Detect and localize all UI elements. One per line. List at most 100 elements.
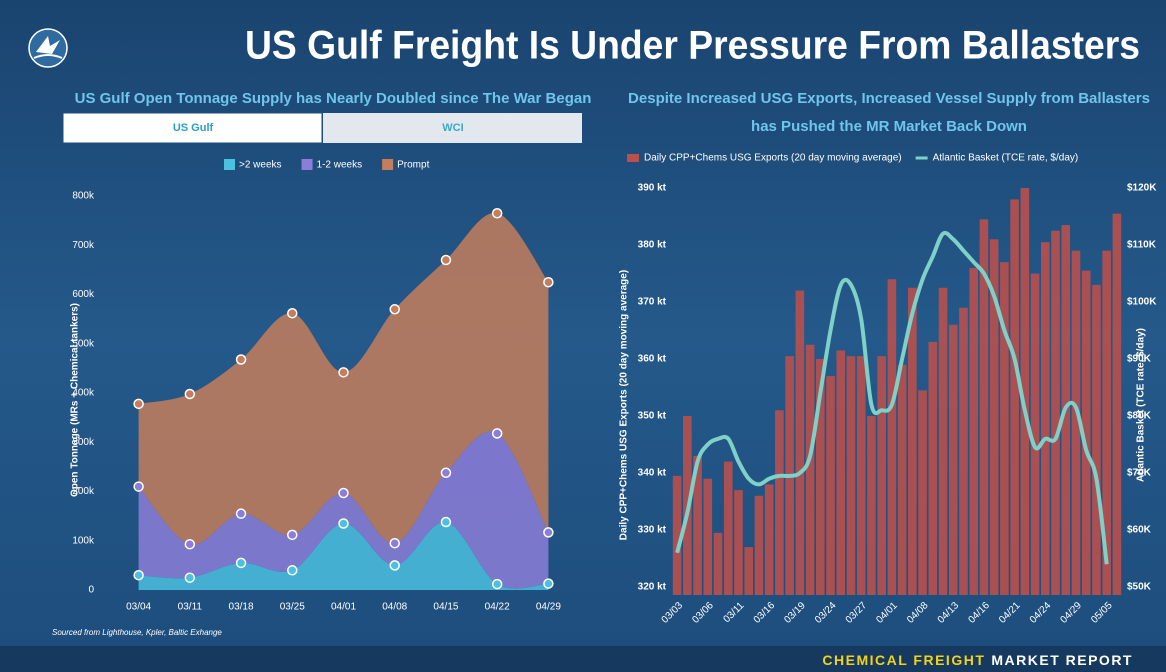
point [338,518,349,529]
bar [703,478,713,595]
legend-label: 1-2 weeks [317,160,363,171]
x-tick-label: 03/25 [280,602,305,613]
point [235,508,247,519]
point [543,578,554,589]
legend-label: Atlantic Basket (TCE rate, $/day) [933,153,1079,164]
bar [764,484,774,595]
y-tick-label: 360 kt [638,354,667,365]
x-tick-label: 03/18 [229,602,254,613]
bar [734,490,743,595]
bar [1010,199,1019,596]
legend-swatch [382,159,394,170]
x-tick-label: 03/11 [178,602,203,613]
point [543,527,554,538]
y-tick-label: 370 kt [638,297,667,308]
point [184,538,196,550]
chart-subtitle: US Gulf Open Tonnage Supply has Nearly D… [75,90,592,107]
bar [805,344,815,595]
bar [754,495,764,595]
point [133,481,144,492]
x-tick-label: 04/22 [485,602,510,613]
bar [969,267,978,595]
bar [775,410,784,595]
point [184,388,196,400]
legend-swatch [301,159,313,170]
point [133,398,144,410]
bar [1102,250,1111,595]
y-axis-title: Open Tonnage (MRs + Chemical tankers) [70,303,81,497]
point [235,354,247,365]
y-tick-label: 500k [72,338,95,349]
bar [723,461,733,595]
page-title: US Gulf Freight Is Under Pressure From B… [245,24,1140,68]
point [389,560,400,571]
point [491,428,503,439]
bar [846,356,856,595]
y-tick-label: 400k [72,388,95,399]
x-tick-label: 04/29 [536,602,561,613]
y-tick-label: 200k [72,486,95,497]
x-tick-label: 03/04 [126,602,151,613]
point [235,557,247,569]
chart-subtitle: Despite Increased USG Exports, Increased… [628,90,1150,135]
area [138,521,549,590]
y-tick-label: 380 kt [638,240,667,251]
y-tick-label: 320 kt [638,582,667,593]
tab[interactable]: US Gulf [62,112,323,144]
bar [1030,273,1040,595]
point [287,307,298,319]
bar [1092,284,1101,595]
y2-tick-label: $110K [1127,240,1157,251]
y-tick-label: 600k [72,289,95,300]
tab-label[interactable]: WCI [442,122,463,134]
bar [856,356,866,595]
y-tick-label: 100k [72,535,95,546]
legend-swatch [224,159,235,170]
y2-tick-label: $60K [1127,525,1152,536]
tab-bg[interactable] [62,112,323,144]
subtitle-line: Despite Increased USG Exports, Increased… [628,90,1150,107]
point [338,367,349,378]
bar [1000,262,1009,595]
bar [877,356,886,595]
logo [28,28,68,68]
bar [979,219,989,595]
point [184,572,196,583]
point [440,254,452,266]
source-note: Sourced from Lighthouse, Kpler, Baltic E… [52,628,222,637]
y-tick-label: 350 kt [638,411,667,422]
footer-text: CHEMICAL FREIGHT MARKET REPORT [822,652,1133,668]
tab-bg[interactable] [323,113,582,143]
bar [672,475,682,595]
bar [887,279,897,595]
bar [867,416,876,595]
x-tick-label: 04/08 [382,602,407,613]
bar [795,290,805,595]
footer-suffix: MARKET REPORT [991,652,1133,668]
bar [928,341,938,595]
bar [693,455,702,595]
legend-swatch [627,154,639,162]
y2-tick-label: $100K [1127,297,1157,308]
footer-bar [0,646,1166,672]
point [287,529,298,541]
bar [948,324,958,595]
tab-label[interactable]: US Gulf [173,122,214,134]
bar [1071,250,1081,595]
footer-brand: CHEMICAL FREIGHT [822,652,985,668]
bar [744,547,753,595]
bar [826,376,835,595]
bar [938,287,948,595]
legend-label: Prompt [397,160,429,171]
bar [1041,242,1050,595]
y2-tick-label: $120K [1127,183,1157,194]
point [440,516,452,528]
bar [1112,213,1122,595]
y-tick-label: 700k [72,240,95,251]
y2-tick-label: $70K [1127,468,1152,479]
y-tick-label: 340 kt [638,468,667,479]
tab[interactable]: WCI [323,113,582,143]
point [491,578,503,590]
